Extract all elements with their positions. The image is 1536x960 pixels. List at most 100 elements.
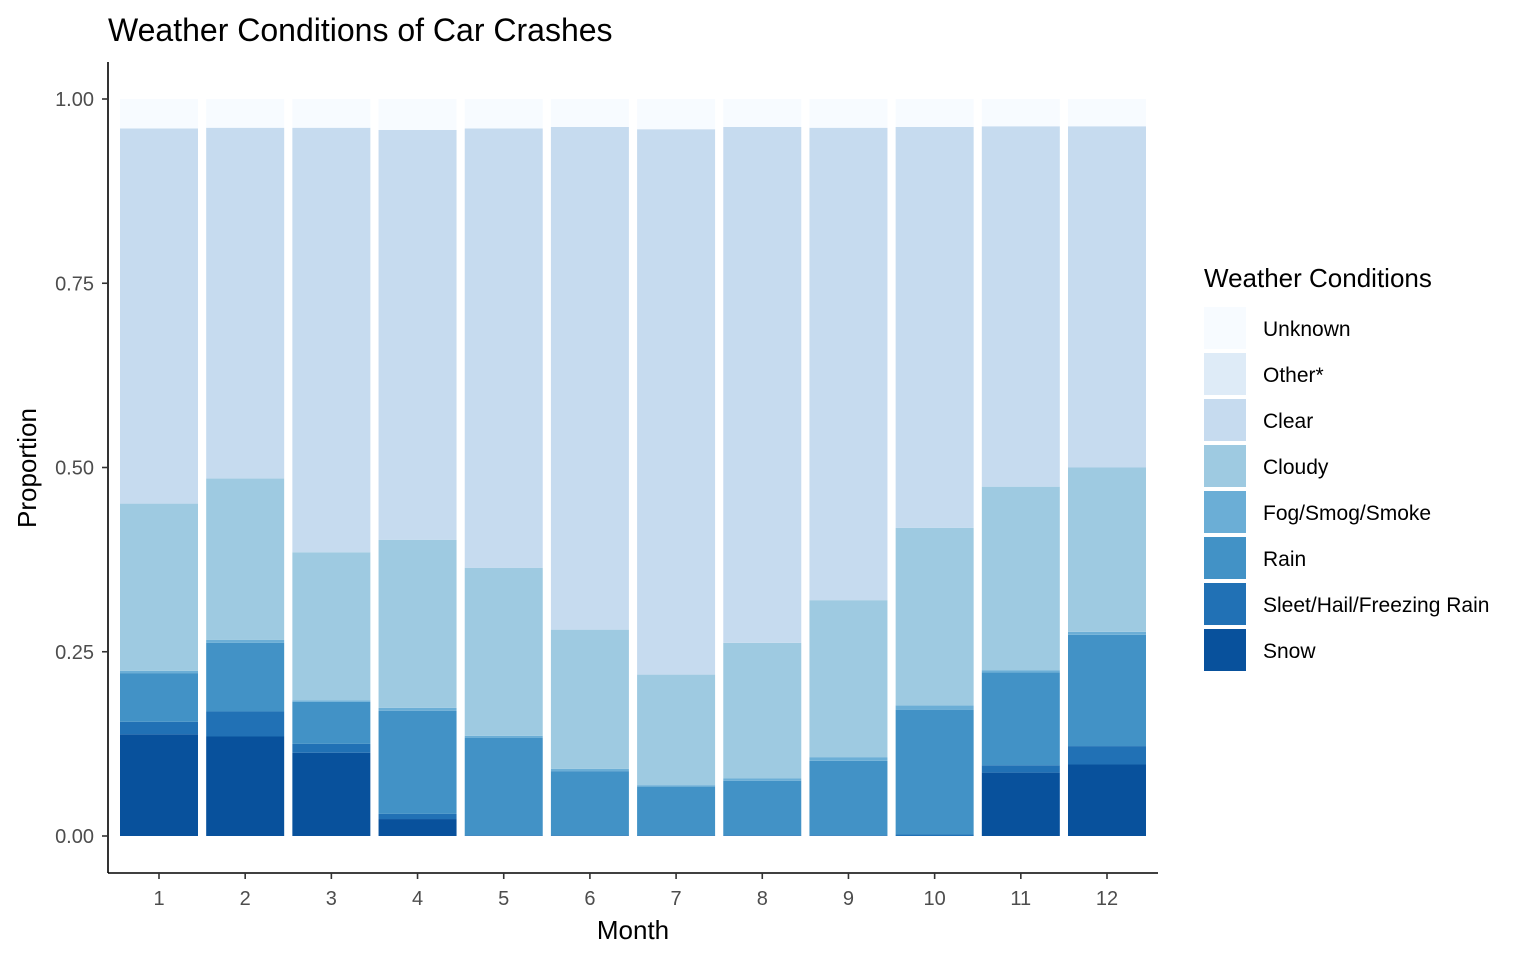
bar-segment-month-1-series-3 [120, 670, 198, 674]
bar-segment-month-7-series-3 [637, 785, 716, 787]
bar-segment-month-12-series-2 [1068, 634, 1146, 747]
x-tick-label: 10 [924, 888, 946, 910]
bar-segment-month-8-series-1 [723, 835, 802, 836]
bar-segment-month-3-series-7 [292, 99, 371, 128]
bar-segment-month-3-series-3 [292, 700, 371, 702]
bar-segment-month-9-series-5 [809, 127, 888, 601]
legend-key [1204, 537, 1246, 579]
bar-segment-month-7-series-4 [637, 674, 716, 786]
legend-label: Cloudy [1263, 456, 1329, 479]
bar-segment-month-1-series-0 [120, 734, 198, 836]
bar-segment-month-2-series-7 [206, 99, 285, 128]
bar-segment-month-9-series-2 [809, 760, 888, 836]
legend-label: Unknown [1263, 318, 1351, 341]
bar-segment-month-7-series-7 [637, 99, 716, 130]
x-tick-label: 1 [153, 888, 164, 910]
legend-label: Sleet/Hail/Freezing Rain [1263, 594, 1489, 617]
bar-segment-month-1-series-2 [120, 673, 198, 722]
bar-segment-month-10-series-4 [895, 527, 974, 706]
y-tick-label: 0.25 [55, 642, 94, 664]
bar-segment-month-8-series-2 [723, 780, 802, 836]
bar-segment-month-12-series-0 [1068, 764, 1146, 836]
chart-title: Weather Conditions of Car Crashes [108, 12, 613, 48]
x-tick-label: 8 [757, 888, 768, 910]
y-tick-label: 0.75 [55, 273, 94, 295]
bar-segment-month-10-series-1 [895, 834, 974, 836]
bar-segment-month-2-series-1 [206, 711, 285, 737]
bar-segment-month-5-series-2 [464, 737, 543, 836]
bar-segment-month-5-series-5 [464, 128, 543, 568]
bar-segment-month-1-series-4 [120, 503, 198, 671]
bar-segment-month-11-series-7 [981, 99, 1060, 127]
bar-segment-month-4-series-3 [378, 707, 457, 711]
legend-key [1204, 583, 1246, 625]
legend-label: Rain [1263, 548, 1306, 571]
bar-segment-month-6-series-7 [550, 99, 629, 128]
x-tick-label: 4 [412, 888, 423, 910]
bar-segment-month-8-series-3 [723, 778, 802, 781]
bar-segment-month-2-series-2 [206, 642, 285, 712]
bar-segment-month-10-series-7 [895, 99, 974, 128]
bar-segment-month-6-series-5 [550, 127, 629, 630]
y-ticks-layer: 0.00 0.25 0.50 0.75 1.00 [55, 89, 108, 848]
bar-segment-month-2-series-4 [206, 478, 285, 640]
x-axis-title: Month [597, 915, 669, 945]
bar-segment-month-6-series-1 [550, 835, 629, 836]
legend-key [1204, 629, 1246, 671]
bar-segment-month-12-series-7 [1068, 99, 1146, 127]
bar-segment-month-9-series-4 [809, 600, 888, 758]
legend-key [1204, 445, 1246, 487]
legend-items: Unknown Other* Clear Cloudy Fog/Smog/Smoke Ra… [1204, 307, 1489, 671]
bar-segment-month-2-series-5 [206, 127, 285, 479]
y-tick-label: 1.00 [55, 89, 94, 111]
x-tick-label: 12 [1096, 888, 1118, 910]
x-tick-label: 5 [498, 888, 509, 910]
bar-segment-month-1-series-5 [120, 128, 198, 504]
bar-segment-month-8-series-5 [723, 127, 802, 643]
legend: Weather Conditions Unknown Other* Clear Clo… [1204, 263, 1489, 671]
x-tick-label: 9 [843, 888, 854, 910]
bar-segment-month-1-series-1 [120, 721, 198, 735]
x-tick-label: 7 [671, 888, 682, 910]
legend-key [1204, 491, 1246, 533]
y-axis-title: Proportion [12, 408, 42, 528]
legend-key [1204, 399, 1246, 441]
y-tick-label: 0.00 [55, 826, 94, 848]
x-tick-label: 2 [240, 888, 251, 910]
bar-segment-month-7-series-1 [637, 835, 716, 836]
bar-segment-month-9-series-3 [809, 757, 888, 761]
legend-label: Snow [1263, 640, 1316, 663]
bar-segment-month-4-series-4 [378, 539, 457, 708]
bar-segment-month-4-series-7 [378, 99, 457, 130]
bar-segment-month-3-series-1 [292, 743, 371, 753]
bar-segment-month-4-series-0 [378, 819, 457, 836]
bar-segment-month-12-series-1 [1068, 746, 1146, 765]
bar-segment-month-12-series-3 [1068, 631, 1146, 635]
bar-segment-month-10-series-5 [895, 127, 974, 528]
bar-segment-month-11-series-1 [981, 765, 1060, 773]
bar-segment-month-4-series-2 [378, 710, 457, 814]
legend-label: Fog/Smog/Smoke [1263, 502, 1431, 525]
bar-segment-month-3-series-0 [292, 752, 371, 836]
bar-segment-month-5-series-4 [464, 567, 543, 736]
bar-segment-month-7-series-2 [637, 786, 716, 836]
bar-segment-month-2-series-3 [206, 639, 285, 643]
bar-segment-month-6-series-4 [550, 629, 629, 769]
bar-segment-month-10-series-2 [895, 709, 974, 835]
bar-segment-month-5-series-1 [464, 835, 543, 836]
bar-segment-month-3-series-5 [292, 127, 371, 553]
bar-segment-month-8-series-4 [723, 642, 802, 779]
bar-segment-month-11-series-4 [981, 486, 1060, 671]
x-ticks-layer: 1 2 3 4 5 6 7 8 9 10 11 12 [153, 873, 1118, 910]
legend-key [1204, 307, 1246, 349]
bar-segment-month-5-series-7 [464, 99, 543, 129]
bar-segment-month-5-series-3 [464, 735, 543, 738]
bar-segment-month-9-series-7 [809, 99, 888, 128]
bar-segment-month-4-series-1 [378, 813, 457, 820]
bar-segment-month-2-series-0 [206, 736, 285, 836]
bar-segment-month-6-series-3 [550, 768, 629, 772]
bars-layer [120, 99, 1146, 836]
x-tick-label: 6 [584, 888, 595, 910]
bar-segment-month-11-series-5 [981, 126, 1060, 487]
bar-segment-month-7-series-5 [637, 129, 716, 675]
